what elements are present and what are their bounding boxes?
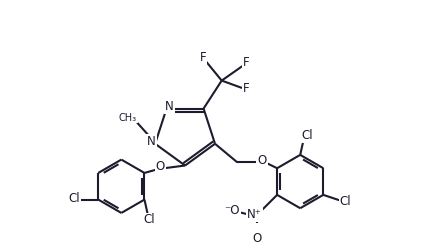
Text: F: F xyxy=(243,56,249,69)
Text: N⁺: N⁺ xyxy=(247,208,262,221)
Text: O: O xyxy=(252,232,261,243)
Text: Cl: Cl xyxy=(340,195,352,208)
Text: O: O xyxy=(156,160,165,173)
Text: O: O xyxy=(257,154,267,166)
Text: Cl: Cl xyxy=(68,192,80,205)
Text: ⁻O: ⁻O xyxy=(224,204,240,217)
Text: F: F xyxy=(243,82,249,95)
Text: Cl: Cl xyxy=(144,213,155,226)
Text: F: F xyxy=(200,52,206,64)
Text: N: N xyxy=(147,135,156,148)
Text: CH₃: CH₃ xyxy=(119,113,137,123)
Text: Cl: Cl xyxy=(302,129,314,142)
Text: N: N xyxy=(165,100,174,113)
